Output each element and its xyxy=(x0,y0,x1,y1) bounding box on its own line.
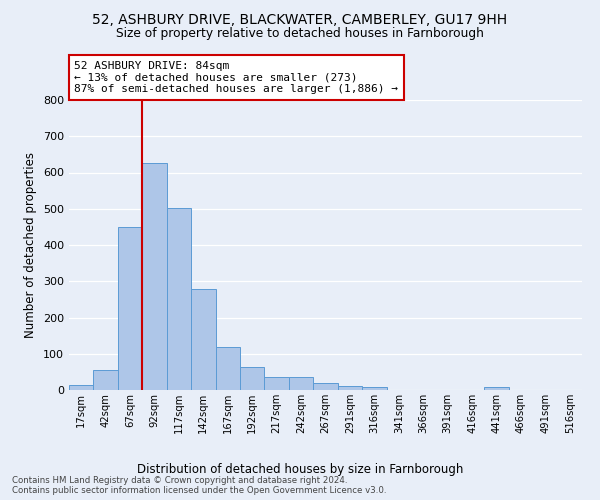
Text: 52, ASHBURY DRIVE, BLACKWATER, CAMBERLEY, GU17 9HH: 52, ASHBURY DRIVE, BLACKWATER, CAMBERLEY… xyxy=(92,12,508,26)
Bar xyxy=(191,288,215,390)
Bar xyxy=(265,378,289,390)
Bar xyxy=(69,386,94,390)
Bar xyxy=(215,347,240,390)
Bar xyxy=(362,386,386,390)
Bar xyxy=(313,383,338,390)
Bar xyxy=(142,164,167,390)
Text: Size of property relative to detached houses in Farnborough: Size of property relative to detached ho… xyxy=(116,28,484,40)
Bar xyxy=(240,367,265,390)
Bar xyxy=(338,386,362,390)
Bar xyxy=(484,387,509,390)
Bar xyxy=(167,208,191,390)
Text: Distribution of detached houses by size in Farnborough: Distribution of detached houses by size … xyxy=(137,462,463,475)
Y-axis label: Number of detached properties: Number of detached properties xyxy=(25,152,37,338)
Bar xyxy=(94,370,118,390)
Text: Contains public sector information licensed under the Open Government Licence v3: Contains public sector information licen… xyxy=(12,486,386,495)
Text: Contains HM Land Registry data © Crown copyright and database right 2024.: Contains HM Land Registry data © Crown c… xyxy=(12,476,347,485)
Text: 52 ASHBURY DRIVE: 84sqm
← 13% of detached houses are smaller (273)
87% of semi-d: 52 ASHBURY DRIVE: 84sqm ← 13% of detache… xyxy=(74,61,398,94)
Bar xyxy=(289,378,313,390)
Bar xyxy=(118,227,142,390)
